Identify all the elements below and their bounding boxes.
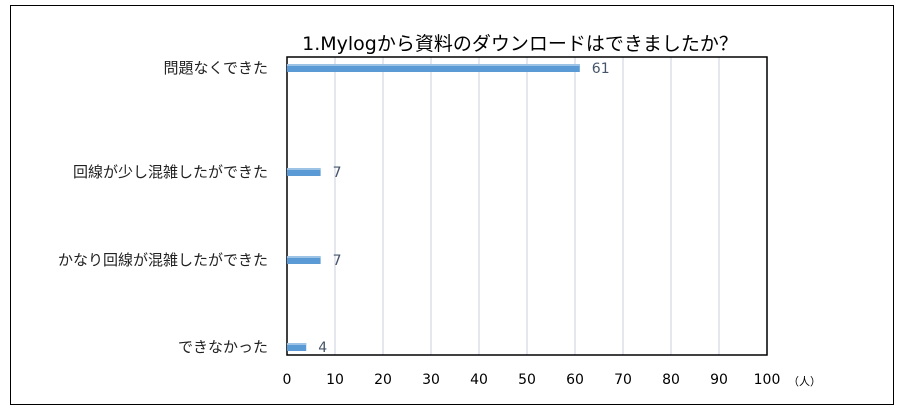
data-label: 7 [333, 253, 342, 269]
bar-highlight [287, 168, 321, 170]
bar [287, 256, 321, 264]
x-tick-label: 20 [374, 372, 392, 387]
data-label: 61 [592, 61, 610, 77]
x-tick-label: 30 [422, 372, 440, 387]
chart-title: 1.Mylogから資料のダウンロードはできましたか？ [302, 33, 738, 55]
category-label: 問題なくできた [163, 59, 268, 77]
x-tick-label: 50 [518, 372, 536, 387]
bar [287, 343, 307, 351]
x-tick-label: 80 [662, 372, 680, 387]
category-label: 回線が少し混雑したができた [73, 163, 268, 181]
category-label: かなり回線が混雑したができた [58, 251, 268, 269]
x-tick-label: 0 [283, 372, 292, 387]
data-label: 4 [318, 340, 327, 356]
unit-label: （人） [788, 375, 821, 387]
bar [287, 168, 321, 176]
plot-area-border [286, 56, 768, 356]
x-tick-label: 40 [470, 372, 488, 387]
x-tick-label: 70 [614, 372, 632, 387]
x-tick-label: 10 [326, 372, 344, 387]
bar [287, 64, 580, 72]
x-tick-label: 100 [754, 372, 781, 387]
x-tick-label: 90 [710, 372, 728, 387]
category-label: できなかった [178, 338, 268, 356]
x-tick-label: 60 [566, 372, 584, 387]
data-label: 7 [333, 165, 342, 181]
bar-highlight [287, 343, 307, 345]
x-tick-labels: 0 10 20 30 40 50 60 70 80 90 100 [283, 372, 781, 387]
gridlines [334, 57, 768, 355]
bars [287, 64, 580, 351]
bar-chart: 1.Mylogから資料のダウンロードはできましたか？ 問題なくできた回線が少し混… [58, 33, 821, 387]
bar-highlight [287, 64, 580, 66]
bar-highlight [287, 256, 321, 258]
data-labels: 61 7 7 4 [318, 61, 609, 356]
